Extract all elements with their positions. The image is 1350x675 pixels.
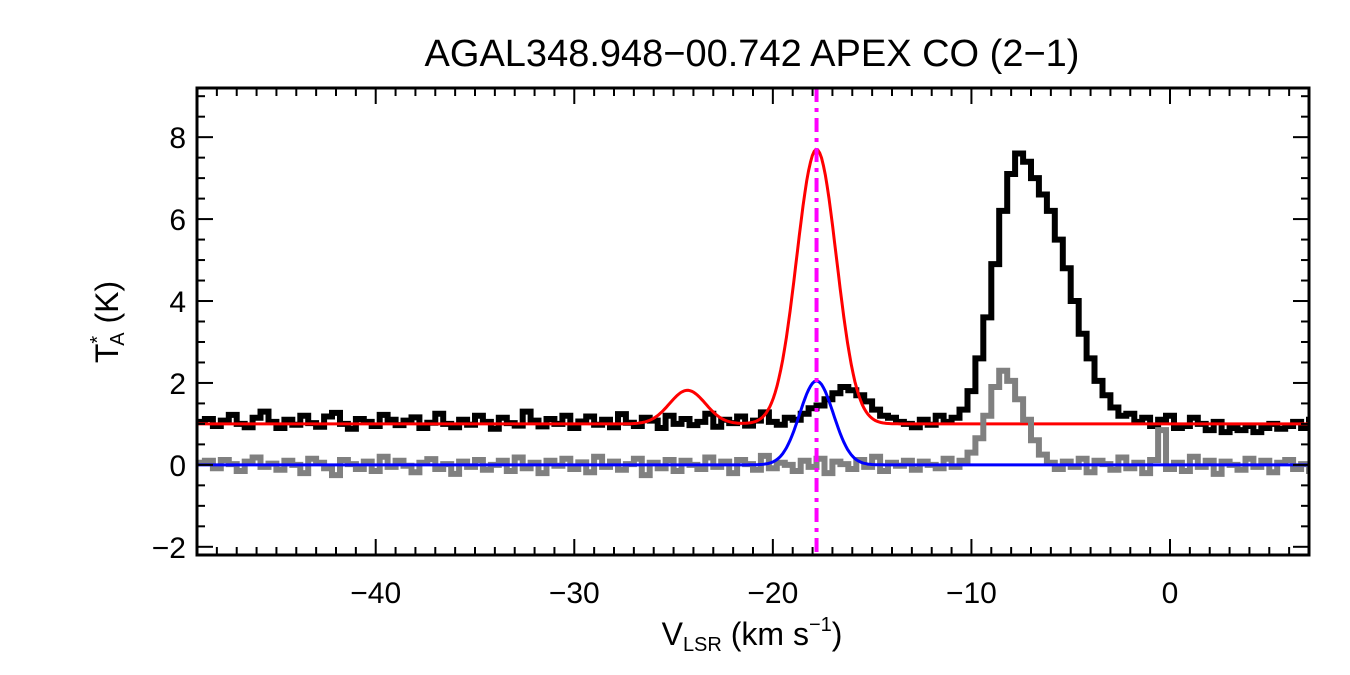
- plot-area: [197, 88, 1309, 555]
- x-tick-label: −30: [549, 577, 600, 610]
- x-axis-label: VLSR (km s−1): [662, 614, 843, 656]
- y-tick-label: 2: [169, 368, 186, 401]
- y-tick-label: 4: [169, 286, 186, 319]
- chart-title: AGAL348.948−00.742 APEX CO (2−1): [425, 33, 1080, 75]
- series-isotopologue-fit-line: [197, 379, 1309, 467]
- y-axis-label: T*A (K): [87, 281, 129, 363]
- plot-frame: [195, 86, 1311, 557]
- x-tick-label: −40: [350, 577, 401, 610]
- series-isotopologue-spectrum-line: [197, 367, 1309, 479]
- series-co-spectrum-line: [197, 150, 1309, 436]
- x-tick-label: −20: [747, 577, 798, 610]
- y-tick-label: 0: [169, 450, 186, 483]
- series-group: [197, 147, 1309, 479]
- y-tick-label: 6: [169, 204, 186, 237]
- y-tick-label: 8: [169, 122, 186, 155]
- y-tick-label: −2: [152, 532, 186, 565]
- x-tick-label: 0: [1162, 577, 1179, 610]
- series-co-fit-line: [197, 147, 1309, 426]
- x-tick-label: −10: [946, 577, 997, 610]
